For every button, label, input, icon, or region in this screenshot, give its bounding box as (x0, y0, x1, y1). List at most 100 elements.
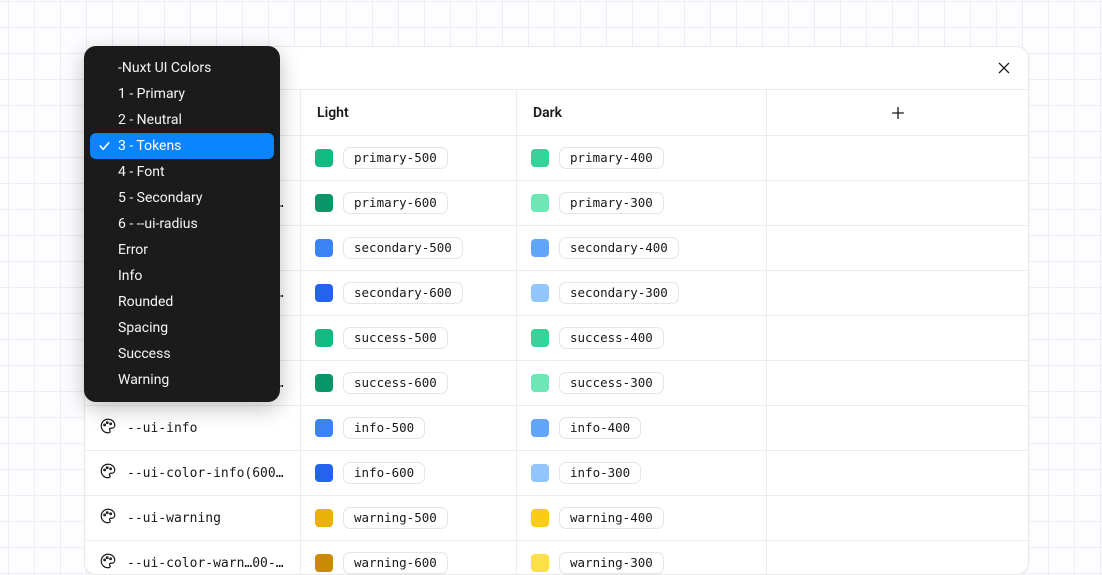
menu-item-label: 4 - Font (118, 164, 165, 180)
cell-empty (767, 361, 1028, 405)
table-row[interactable]: --ui-color-warn…00-300) warning-600 warnin… (85, 541, 1028, 575)
menu-item-label: 5 - Secondary (118, 190, 202, 206)
cell-light: info-500 (301, 406, 517, 450)
menu-item[interactable]: 6 - --ui-radius (90, 211, 274, 237)
color-swatch (531, 284, 549, 302)
palette-icon (99, 507, 117, 529)
cell-dark: primary-400 (517, 136, 767, 180)
color-swatch (531, 329, 549, 347)
color-swatch (531, 509, 549, 527)
menu-item[interactable]: -Nuxt UI Colors (90, 55, 274, 81)
color-chip[interactable]: secondary-600 (343, 282, 463, 305)
cell-empty (767, 451, 1028, 495)
menu-item[interactable]: 5 - Secondary (90, 185, 274, 211)
color-chip[interactable]: info-300 (559, 462, 641, 485)
color-chip[interactable]: primary-300 (559, 192, 664, 215)
cell-dark: success-300 (517, 361, 767, 405)
cell-light: secondary-600 (301, 271, 517, 315)
cell-dark: info-300 (517, 451, 767, 495)
check-icon (98, 140, 111, 153)
color-swatch (531, 149, 549, 167)
table-row[interactable]: --ui-warning warning-500 warning-400 (85, 496, 1028, 541)
cell-empty (767, 316, 1028, 360)
token-name: --ui-info (127, 421, 197, 436)
menu-item-label: Rounded (118, 294, 173, 310)
menu-item-label: 3 - Tokens (118, 138, 181, 154)
menu-item-label: Info (118, 268, 142, 284)
table-row[interactable]: --ui-info info-500 info-400 (85, 406, 1028, 451)
color-swatch (531, 419, 549, 437)
color-chip[interactable]: info-600 (343, 462, 425, 485)
color-chip[interactable]: warning-500 (343, 507, 448, 530)
color-swatch (531, 464, 549, 482)
cell-light: warning-600 (301, 541, 517, 575)
color-swatch (315, 239, 333, 257)
menu-item[interactable]: 3 - Tokens (90, 133, 274, 159)
menu-item[interactable]: Rounded (90, 289, 274, 315)
column-header-dark[interactable]: Dark (517, 90, 767, 135)
menu-item-label: Error (118, 242, 148, 258)
color-chip[interactable]: success-300 (559, 372, 664, 395)
color-swatch (315, 194, 333, 212)
cell-name: --ui-info (85, 406, 301, 450)
menu-item-label: Warning (118, 372, 169, 388)
palette-icon (99, 417, 117, 439)
menu-item-label: 1 - Primary (118, 86, 185, 102)
color-chip[interactable]: success-400 (559, 327, 664, 350)
cell-dark: warning-400 (517, 496, 767, 540)
menu-item[interactable]: Error (90, 237, 274, 263)
cell-light: warning-500 (301, 496, 517, 540)
cell-empty (767, 226, 1028, 270)
menu-item[interactable]: Spacing (90, 315, 274, 341)
cell-name: --ui-color-warn…00-300) (85, 541, 301, 575)
menu-item-label: Success (118, 346, 171, 362)
color-chip[interactable]: warning-400 (559, 507, 664, 530)
cell-light: secondary-500 (301, 226, 517, 270)
token-name: --ui-color-info(600-300) (127, 466, 286, 481)
table-row[interactable]: --ui-color-info(600-300) info-600 info-300 (85, 451, 1028, 496)
color-swatch (315, 374, 333, 392)
menu-item[interactable]: Success (90, 341, 274, 367)
color-chip[interactable]: primary-600 (343, 192, 448, 215)
color-chip[interactable]: primary-400 (559, 147, 664, 170)
close-icon[interactable] (994, 58, 1014, 78)
palette-icon (99, 552, 117, 574)
color-swatch (531, 554, 549, 572)
color-chip[interactable]: info-400 (559, 417, 641, 440)
cell-dark: warning-300 (517, 541, 767, 575)
cell-dark: secondary-400 (517, 226, 767, 270)
color-swatch (315, 509, 333, 527)
menu-item[interactable]: Info (90, 263, 274, 289)
cell-empty (767, 406, 1028, 450)
color-chip[interactable]: secondary-300 (559, 282, 679, 305)
cell-dark: secondary-300 (517, 271, 767, 315)
menu-item[interactable]: Warning (90, 367, 274, 393)
color-chip[interactable]: info-500 (343, 417, 425, 440)
cell-empty (767, 271, 1028, 315)
cell-dark: info-400 (517, 406, 767, 450)
color-swatch (531, 239, 549, 257)
color-chip[interactable]: warning-300 (559, 552, 664, 575)
color-chip[interactable]: success-500 (343, 327, 448, 350)
cell-light: info-600 (301, 451, 517, 495)
cell-light: success-500 (301, 316, 517, 360)
color-chip[interactable]: success-600 (343, 372, 448, 395)
cell-name: --ui-warning (85, 496, 301, 540)
cell-light: primary-500 (301, 136, 517, 180)
color-swatch (315, 464, 333, 482)
menu-item-label: 2 - Neutral (118, 112, 182, 128)
cell-empty (767, 136, 1028, 180)
menu-item-label: -Nuxt UI Colors (118, 60, 211, 76)
column-header-light[interactable]: Light (301, 90, 517, 135)
color-chip[interactable]: secondary-400 (559, 237, 679, 260)
color-chip[interactable]: primary-500 (343, 147, 448, 170)
menu-item-label: Spacing (118, 320, 168, 336)
menu-item[interactable]: 4 - Font (90, 159, 274, 185)
cell-empty (767, 541, 1028, 575)
menu-item[interactable]: 1 - Primary (90, 81, 274, 107)
add-column-button[interactable] (783, 90, 1012, 135)
color-chip[interactable]: secondary-500 (343, 237, 463, 260)
color-chip[interactable]: warning-600 (343, 552, 448, 575)
color-swatch (531, 194, 549, 212)
menu-item[interactable]: 2 - Neutral (90, 107, 274, 133)
